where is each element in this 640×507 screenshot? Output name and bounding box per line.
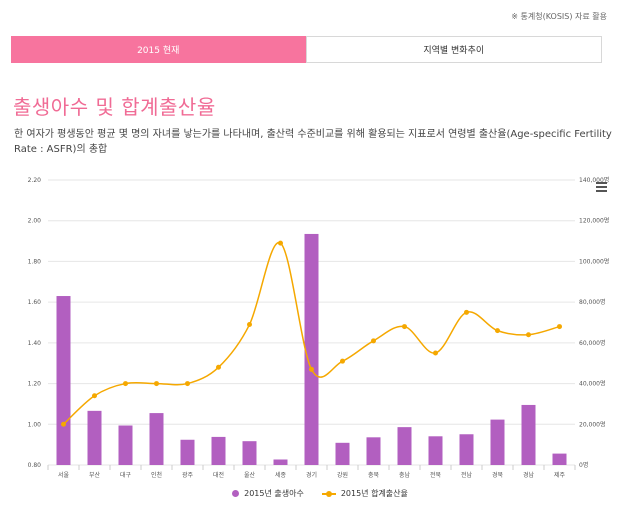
fertility-point-강원 (340, 358, 345, 364)
x-tick-label: 경북 (492, 472, 504, 479)
tab-bar: 2015 현재 지역별 변화추이 (11, 36, 602, 63)
y-right-tick-label: 100,000명 (579, 257, 609, 265)
fertility-point-경북 (495, 328, 500, 334)
chart-legend: 2015년 출생아수 2015년 합계출산율 (0, 488, 640, 499)
fertility-point-세종 (278, 240, 283, 246)
y-right-tick-label: 0명 (579, 461, 588, 469)
x-tick-label: 충북 (368, 471, 380, 479)
y-right-tick-label: 20,000명 (579, 420, 606, 428)
bar-세종 (273, 459, 288, 465)
bar-충남 (397, 427, 412, 465)
fertility-rate-line (62, 242, 560, 425)
source-note: ※ 통계청(KOSIS) 자료 활용 (511, 12, 607, 21)
bar-경남 (521, 404, 536, 465)
x-tick-label: 충남 (399, 471, 411, 479)
y-right-tick-label: 140,000명 (579, 176, 609, 184)
bar-경기 (304, 233, 319, 465)
x-tick-label: 강원 (337, 471, 348, 479)
y-left-tick-label: 0.80 (28, 462, 42, 469)
fertility-point-충남 (402, 324, 407, 330)
fertility-point-전북 (433, 350, 438, 356)
legend-fertility-marker (321, 490, 336, 497)
x-tick-label: 부산 (89, 471, 101, 479)
fertility-point-경남 (526, 332, 531, 338)
y-right-tick-label: 60,000명 (579, 339, 606, 347)
fertility-point-대구 (123, 381, 128, 387)
x-tick-label: 세종 (275, 471, 287, 479)
x-tick-label: 서울 (58, 471, 70, 479)
bar-충북 (366, 437, 381, 465)
chart-menu-icon[interactable] (596, 182, 607, 192)
bar-부산 (87, 410, 102, 465)
x-tick-label: 제주 (554, 471, 566, 479)
fertility-point-경기 (309, 366, 314, 372)
x-tick-label: 대전 (213, 471, 224, 479)
legend-births-marker (232, 490, 240, 497)
fertility-point-제주 (557, 324, 562, 330)
y-right-tick-label: 120,000명 (579, 217, 609, 225)
y-left-tick-label: 1.00 (28, 421, 42, 428)
bar-전북 (428, 436, 443, 465)
legend-item-births[interactable]: 2015년 출생아수 (232, 488, 304, 499)
bar-경북 (490, 419, 505, 465)
fertility-point-부산 (92, 393, 97, 399)
tab-regional-trend[interactable]: 지역별 변화추이 (305, 36, 602, 63)
x-tick-label: 전남 (461, 471, 473, 479)
fertility-point-대전 (216, 364, 221, 370)
bar-제주 (552, 453, 567, 465)
bar-울산 (242, 441, 257, 465)
bar-대구 (118, 425, 133, 465)
fertility-point-전남 (464, 309, 469, 315)
x-tick-label: 전북 (430, 471, 442, 479)
x-tick-label: 경기 (306, 471, 317, 479)
fertility-point-충북 (371, 338, 376, 344)
y-left-tick-label: 2.20 (28, 177, 42, 184)
y-left-tick-label: 1.60 (28, 299, 42, 306)
bar-대전 (211, 436, 226, 465)
x-tick-label: 경남 (523, 471, 535, 479)
x-tick-label: 울산 (244, 471, 256, 479)
legend-births-label: 2015년 출생아수 (244, 489, 304, 498)
bar-인천 (149, 413, 164, 465)
x-tick-label: 대구 (120, 471, 132, 479)
bar-광주 (180, 439, 195, 465)
page-title: 출생아수 및 합계출산율 (13, 95, 216, 119)
y-left-tick-label: 1.40 (28, 340, 42, 347)
fertility-point-광주 (185, 381, 190, 387)
y-right-tick-label: 40,000명 (579, 380, 606, 388)
bar-강원 (335, 442, 350, 465)
y-left-tick-label: 1.20 (28, 381, 42, 388)
y-right-tick-label: 80,000명 (579, 298, 606, 306)
tab-2015-current[interactable]: 2015 현재 (11, 36, 306, 63)
legend-item-fertility[interactable]: 2015년 합계출산율 (321, 488, 408, 499)
y-left-tick-label: 2.00 (28, 218, 42, 225)
bar-서울 (56, 296, 71, 465)
page-description: 한 여자가 평생동안 평균 몇 명의 자녀를 낳는가를 나타내며, 출산력 수준… (14, 129, 612, 155)
x-tick-label: 인천 (151, 471, 162, 479)
fertility-point-서울 (61, 421, 66, 427)
legend-fertility-label: 2015년 합계출산율 (340, 489, 408, 498)
fertility-point-울산 (247, 322, 252, 328)
fertility-point-인천 (154, 381, 159, 387)
bar-전남 (459, 434, 474, 465)
x-tick-label: 광주 (182, 472, 194, 479)
y-left-tick-label: 1.80 (28, 258, 42, 265)
